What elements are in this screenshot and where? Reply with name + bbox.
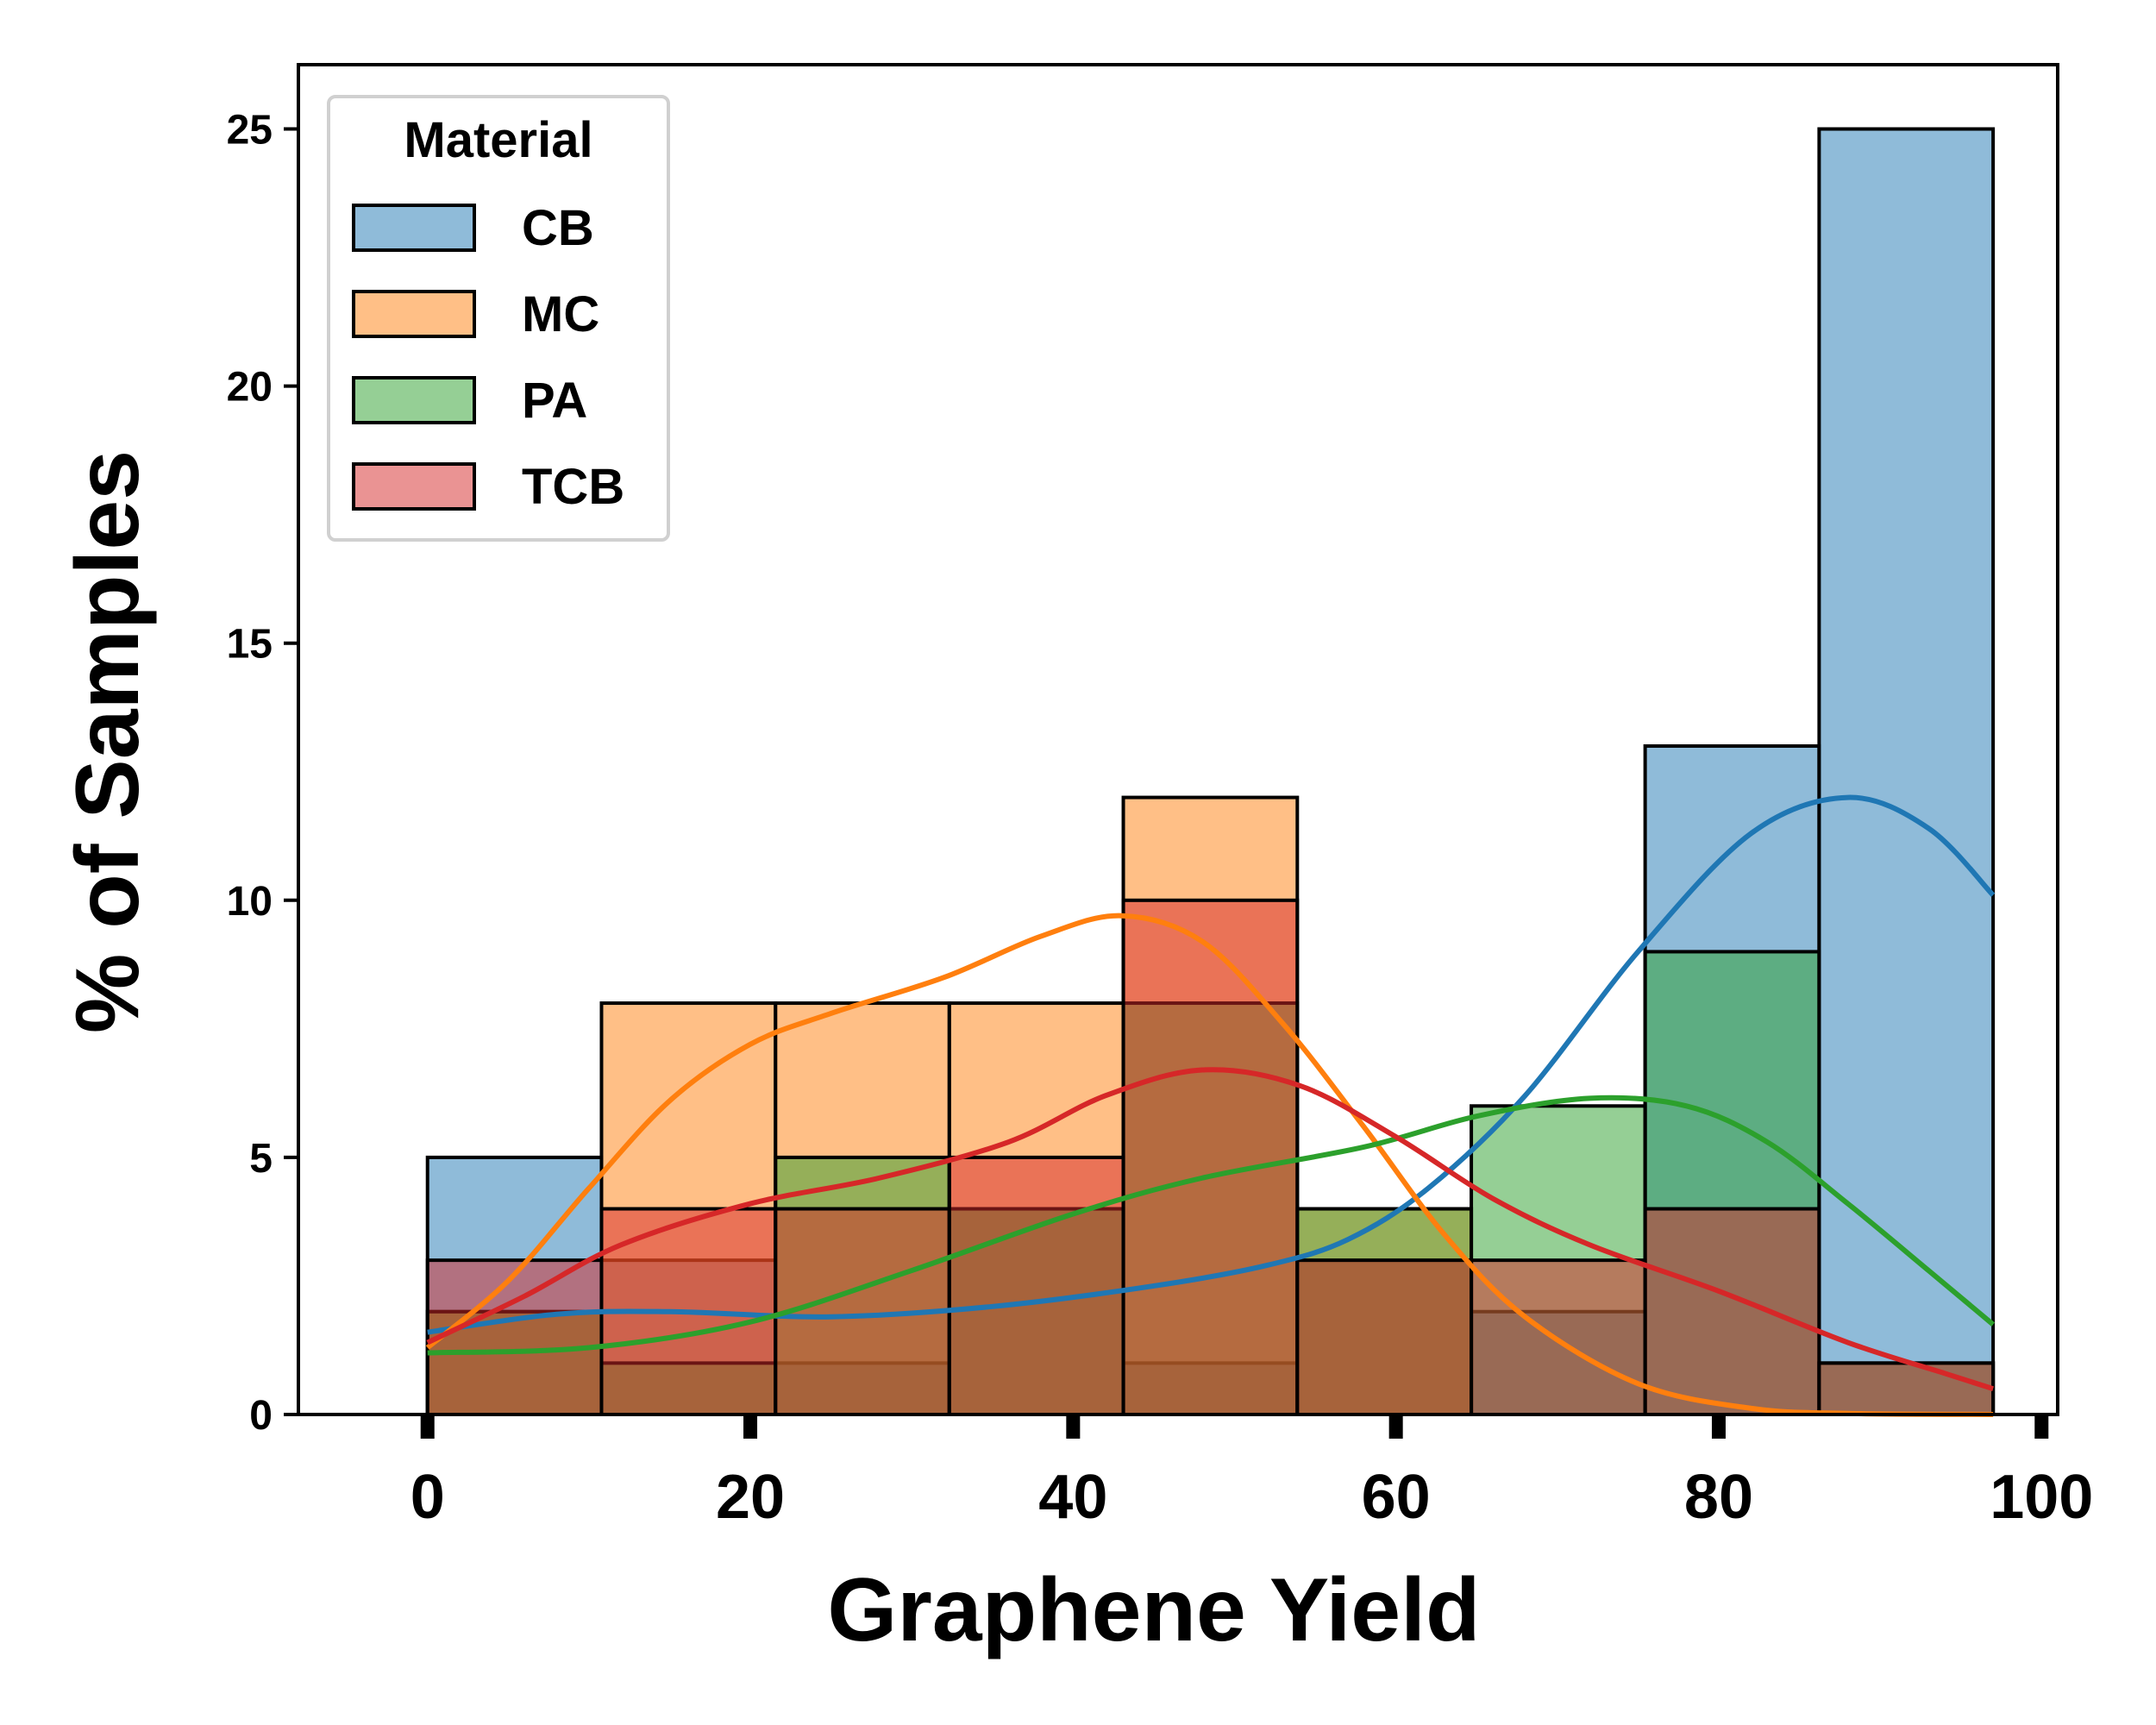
xtick-label-60: 60 — [1362, 1463, 1431, 1532]
bar-tcb-7 — [1643, 1207, 1821, 1416]
ytick-label-10: 10 — [227, 879, 273, 925]
legend-label-pa: PA — [522, 373, 587, 429]
bar-tcb-0 — [425, 1258, 604, 1416]
kde-curves — [425, 794, 1996, 1417]
xtick-label-20: 20 — [716, 1463, 785, 1532]
bar-tcb-3 — [947, 1155, 1125, 1417]
ytick-label-20: 20 — [227, 365, 273, 411]
legend-label-cb: CB — [522, 200, 594, 256]
legend-swatch-tcb — [352, 462, 476, 511]
legend-label-tcb: TCB — [522, 459, 624, 515]
x-axis: 0 20 40 60 80 100 — [411, 1414, 2093, 1532]
bar-tcb-8 — [1817, 1361, 1996, 1417]
legend: Material CB MC PA TCB — [327, 95, 670, 542]
xtick-label-80: 80 — [1684, 1463, 1753, 1532]
legend-item-tcb: TCB — [352, 459, 624, 515]
ytick-label-0: 0 — [249, 1393, 273, 1439]
legend-swatch-cb — [352, 204, 476, 252]
kde-line-pa — [427, 1095, 1996, 1356]
legend-title: Material — [404, 112, 592, 168]
legend-item-mc: MC — [352, 286, 599, 342]
y-axis: 0 5 10 15 20 25 — [227, 108, 298, 1439]
legend-item-pa: PA — [352, 373, 587, 429]
legend-label-mc: MC — [522, 286, 599, 342]
xtick-label-40: 40 — [1038, 1463, 1107, 1532]
kde-line-mc — [425, 913, 1994, 1417]
ytick-label-25: 25 — [227, 108, 273, 154]
x-axis-title: Graphene Yield — [827, 1560, 1480, 1660]
legend-item-cb: CB — [352, 200, 594, 256]
bar-tcb-4 — [1121, 898, 1300, 1417]
xtick-label-100: 100 — [1990, 1463, 2093, 1532]
legend-swatch-mc — [352, 290, 476, 338]
kde-line-cb — [427, 794, 1996, 1335]
ytick-label-5: 5 — [249, 1136, 273, 1182]
y-axis-title: % of Samples — [58, 450, 158, 1033]
xtick-label-0: 0 — [411, 1463, 445, 1532]
legend-swatch-pa — [352, 376, 476, 424]
bar-tcb-5 — [1295, 1258, 1474, 1416]
kde-line-tcb — [426, 1067, 1995, 1392]
plot-frame — [297, 63, 2059, 1416]
ytick-label-15: 15 — [227, 622, 273, 668]
bar-cb-8 — [1817, 127, 1996, 1416]
